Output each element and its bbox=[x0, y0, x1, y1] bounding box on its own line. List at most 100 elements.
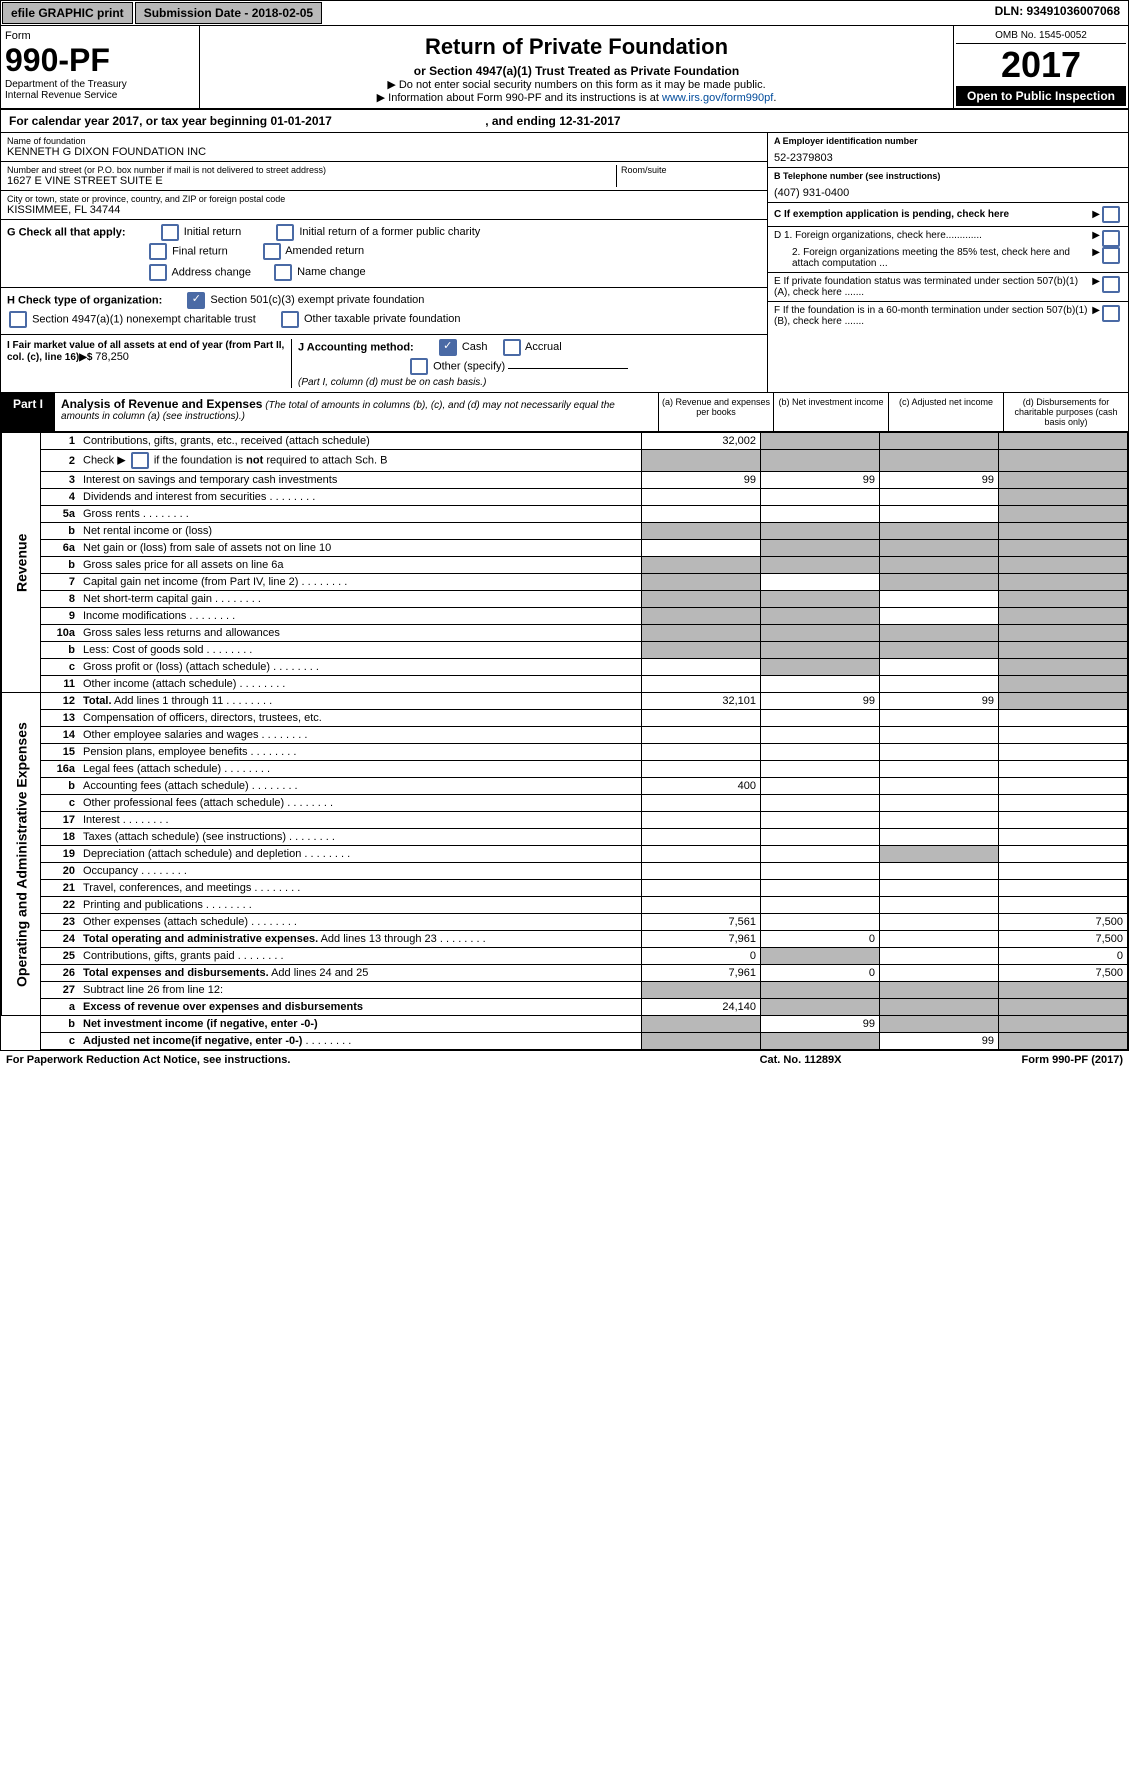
line-24: Total operating and administrative expen… bbox=[79, 931, 642, 948]
col-d-hdr: (d) Disbursements for charitable purpose… bbox=[1003, 393, 1128, 431]
cal-end: 12-31-2017 bbox=[559, 114, 620, 128]
line-10b: Less: Cost of goods sold bbox=[79, 642, 642, 659]
line-5b: Net rental income or (loss) bbox=[79, 523, 642, 540]
val-3a: 99 bbox=[642, 472, 761, 489]
addr-cell: Number and street (or P.O. box number if… bbox=[1, 162, 767, 191]
line-27a: Excess of revenue over expenses and disb… bbox=[79, 999, 642, 1016]
chk-name-change[interactable] bbox=[274, 264, 292, 281]
chk-initial-former[interactable] bbox=[276, 224, 294, 241]
val-27cc: 99 bbox=[880, 1033, 999, 1050]
val-12b: 99 bbox=[761, 693, 880, 710]
chk-c[interactable] bbox=[1102, 206, 1120, 223]
chk-initial-return[interactable] bbox=[161, 224, 179, 241]
name-label: Name of foundation bbox=[7, 136, 761, 146]
j1: Cash bbox=[462, 341, 488, 353]
line-27c: Adjusted net income(if negative, enter -… bbox=[79, 1033, 642, 1050]
g4: Amended return bbox=[285, 245, 364, 257]
line-10c: Gross profit or (loss) (attach schedule) bbox=[79, 659, 642, 676]
val-26d: 7,500 bbox=[999, 965, 1128, 982]
department: Department of the Treasury Internal Reve… bbox=[5, 79, 195, 101]
val-27bb: 99 bbox=[761, 1016, 880, 1033]
form-container: efile GRAPHIC print Submission Date - 20… bbox=[0, 0, 1129, 1051]
h-label: H Check type of organization: bbox=[7, 294, 162, 306]
tel-label: B Telephone number (see instructions) bbox=[774, 171, 940, 181]
j2: Accrual bbox=[525, 341, 562, 353]
chk-other-taxable[interactable] bbox=[281, 311, 299, 328]
chk-d2[interactable] bbox=[1102, 247, 1120, 264]
line-6b: Gross sales price for all assets on line… bbox=[79, 557, 642, 574]
chk-schb[interactable] bbox=[131, 452, 149, 469]
chk-other-method[interactable] bbox=[410, 358, 428, 375]
line-4: Dividends and interest from securities bbox=[79, 489, 642, 506]
d2-label: 2. Foreign organizations meeting the 85%… bbox=[774, 247, 1092, 269]
chk-d1[interactable] bbox=[1102, 230, 1120, 247]
topbar: efile GRAPHIC print Submission Date - 20… bbox=[1, 1, 1128, 26]
part1-desc: Analysis of Revenue and Expenses (The to… bbox=[55, 393, 658, 431]
room-label: Room/suite bbox=[621, 165, 761, 175]
line-23: Other expenses (attach schedule) bbox=[79, 914, 642, 931]
val-26a: 7,961 bbox=[642, 965, 761, 982]
chk-final-return[interactable] bbox=[149, 243, 167, 260]
chk-addr-change[interactable] bbox=[149, 264, 167, 281]
addr-label: Number and street (or P.O. box number if… bbox=[7, 165, 616, 175]
part1-header: Part I Analysis of Revenue and Expenses … bbox=[1, 393, 1128, 432]
chk-e[interactable] bbox=[1102, 276, 1120, 293]
col-b-hdr: (b) Net investment income bbox=[773, 393, 888, 431]
f-cell: F If the foundation is in a 60-month ter… bbox=[768, 302, 1128, 330]
chk-amended[interactable] bbox=[263, 243, 281, 260]
g-label: G Check all that apply: bbox=[7, 226, 126, 238]
line-11: Other income (attach schedule) bbox=[79, 676, 642, 693]
line-27b: Net investment income (if negative, ente… bbox=[79, 1016, 642, 1033]
val-27aa: 24,140 bbox=[642, 999, 761, 1016]
f-label: F If the foundation is in a 60-month ter… bbox=[774, 305, 1092, 327]
line-16b: Accounting fees (attach schedule) bbox=[79, 778, 642, 795]
city: KISSIMMEE, FL 34744 bbox=[7, 204, 761, 216]
e-label: E If private foundation status was termi… bbox=[774, 276, 1092, 298]
j-note: (Part I, column (d) must be on cash basi… bbox=[298, 377, 761, 388]
val-24a: 7,961 bbox=[642, 931, 761, 948]
line-7: Capital gain net income (from Part IV, l… bbox=[79, 574, 642, 591]
chk-501c3[interactable] bbox=[187, 292, 205, 309]
val-3c: 99 bbox=[880, 472, 999, 489]
line-14: Other employee salaries and wages bbox=[79, 727, 642, 744]
val-3b: 99 bbox=[761, 472, 880, 489]
val-12c: 99 bbox=[880, 693, 999, 710]
line-5a: Gross rents bbox=[79, 506, 642, 523]
line-16c: Other professional fees (attach schedule… bbox=[79, 795, 642, 812]
chk-f[interactable] bbox=[1102, 305, 1120, 322]
e-cell: E If private foundation status was termi… bbox=[768, 273, 1128, 302]
h3: Other taxable private foundation bbox=[304, 313, 461, 325]
j-label: J Accounting method: bbox=[298, 341, 414, 353]
address: 1627 E VINE STREET SUITE E bbox=[7, 175, 616, 187]
line-9: Income modifications bbox=[79, 608, 642, 625]
efile-print-btn[interactable]: efile GRAPHIC print bbox=[2, 2, 133, 24]
d1-label: D 1. Foreign organizations, check here..… bbox=[774, 230, 1092, 247]
form-header: Form 990-PF Department of the Treasury I… bbox=[1, 26, 1128, 110]
line-8: Net short-term capital gain bbox=[79, 591, 642, 608]
part1-table: Revenue 1Contributions, gifts, grants, e… bbox=[1, 432, 1128, 1050]
form-word: Form bbox=[5, 30, 195, 42]
info-grid: Name of foundation KENNETH G DIXON FOUND… bbox=[1, 133, 1128, 393]
h2: Section 4947(a)(1) nonexempt charitable … bbox=[32, 313, 256, 325]
revenue-label: Revenue bbox=[2, 433, 41, 693]
calendar-year-row: For calendar year 2017, or tax year begi… bbox=[1, 110, 1128, 133]
omb-no: OMB No. 1545-0052 bbox=[956, 28, 1126, 44]
instr-2: ▶ Information about Form 990-PF and its … bbox=[208, 91, 945, 104]
chk-cash[interactable] bbox=[439, 339, 457, 356]
chk-accrual[interactable] bbox=[503, 339, 521, 356]
g5: Address change bbox=[171, 266, 251, 278]
header-right: OMB No. 1545-0052 2017 Open to Public In… bbox=[953, 26, 1128, 108]
irs-link[interactable]: www.irs.gov/form990pf bbox=[662, 92, 773, 104]
val-25d: 0 bbox=[999, 948, 1128, 965]
line-25: Contributions, gifts, grants paid bbox=[79, 948, 642, 965]
h1: Section 501(c)(3) exempt private foundat… bbox=[210, 294, 424, 306]
chk-4947a1[interactable] bbox=[9, 311, 27, 328]
foundation-name: KENNETH G DIXON FOUNDATION INC bbox=[7, 146, 761, 158]
part1-label: Part I bbox=[1, 393, 55, 431]
header-mid: Return of Private Foundation or Section … bbox=[200, 26, 953, 108]
ein-label: A Employer identification number bbox=[774, 136, 918, 146]
oae-label: Operating and Administrative Expenses bbox=[2, 693, 41, 1016]
line-15: Pension plans, employee benefits bbox=[79, 744, 642, 761]
j3: Other (specify) bbox=[433, 360, 505, 372]
col-a-hdr: (a) Revenue and expenses per books bbox=[658, 393, 773, 431]
